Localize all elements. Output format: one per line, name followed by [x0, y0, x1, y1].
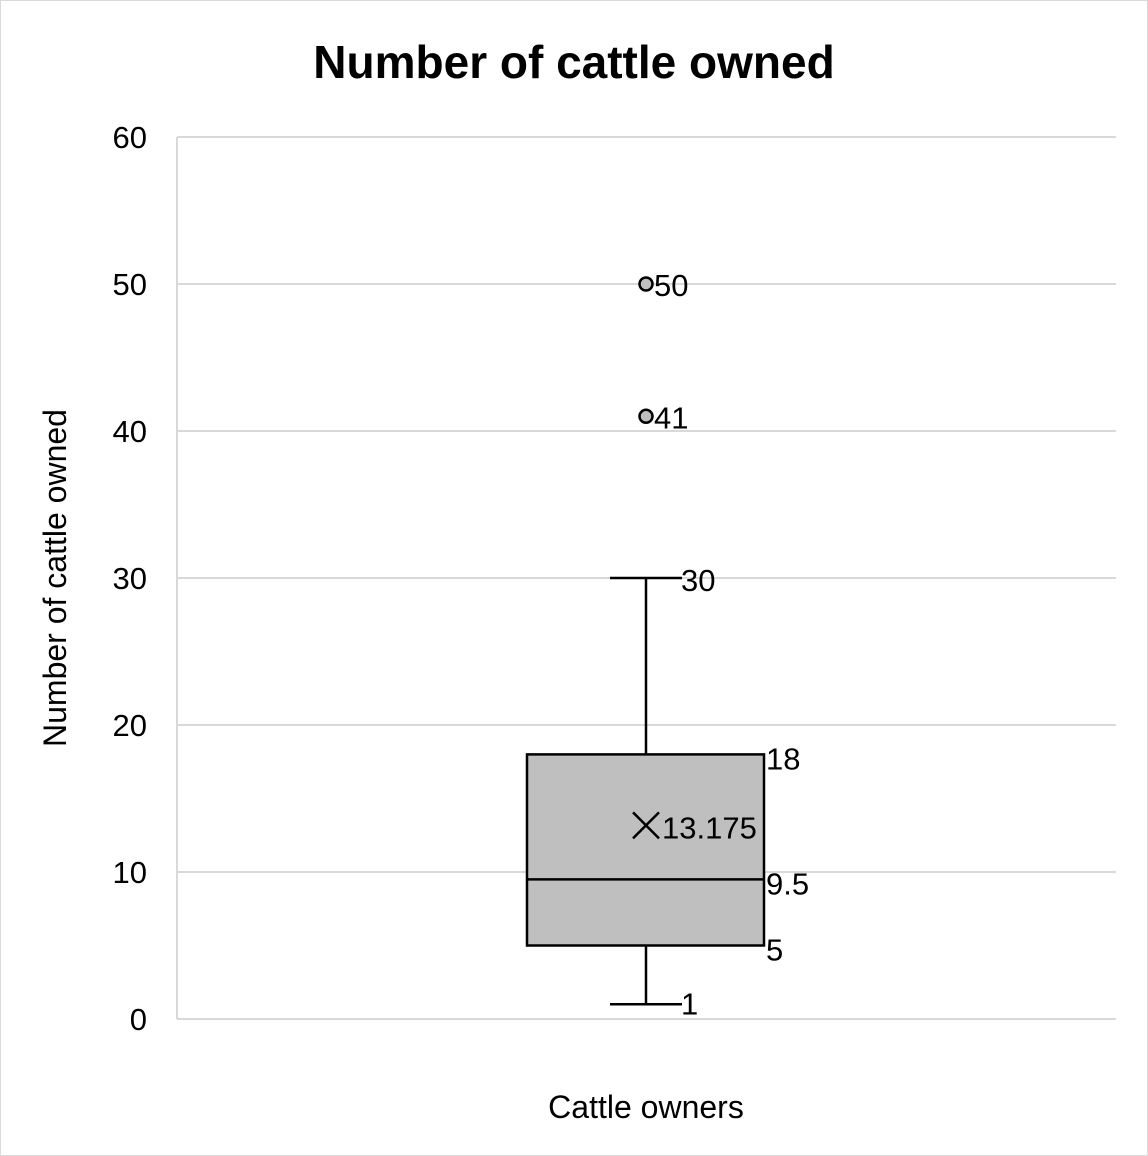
outlier-point: [638, 276, 654, 292]
mean-label: 13.175: [662, 810, 757, 845]
y-tick-label: 30: [113, 561, 147, 596]
y-tick-label: 0: [130, 1002, 147, 1037]
iqr-box: [525, 753, 766, 947]
q3-label: 18: [766, 741, 800, 776]
outlier-label: 50: [654, 268, 688, 303]
y-tick-label: 20: [113, 708, 147, 743]
category-label: Cattle owners: [548, 1089, 744, 1125]
mean-marker: [632, 811, 660, 840]
y-axis-ticks: 0 10 20 30 40 50 60: [113, 120, 147, 1037]
y-axis-title: Number of cattle owned: [37, 409, 73, 747]
max-label: 30: [681, 563, 715, 598]
outlier-label: 41: [654, 400, 688, 435]
y-tick-label: 40: [113, 414, 147, 449]
min-label: 1: [681, 986, 698, 1021]
chart-title: Number of cattle owned: [313, 36, 834, 88]
y-tick-label: 50: [113, 267, 147, 302]
y-tick-label: 60: [113, 120, 147, 155]
plot-area: 41 50 30 1 18 9.5 5 13.175: [525, 268, 809, 1021]
outlier-point: [638, 408, 654, 425]
median-label: 9.5: [766, 866, 809, 901]
y-tick-label: 10: [113, 855, 147, 890]
q1-label: 5: [766, 933, 783, 968]
